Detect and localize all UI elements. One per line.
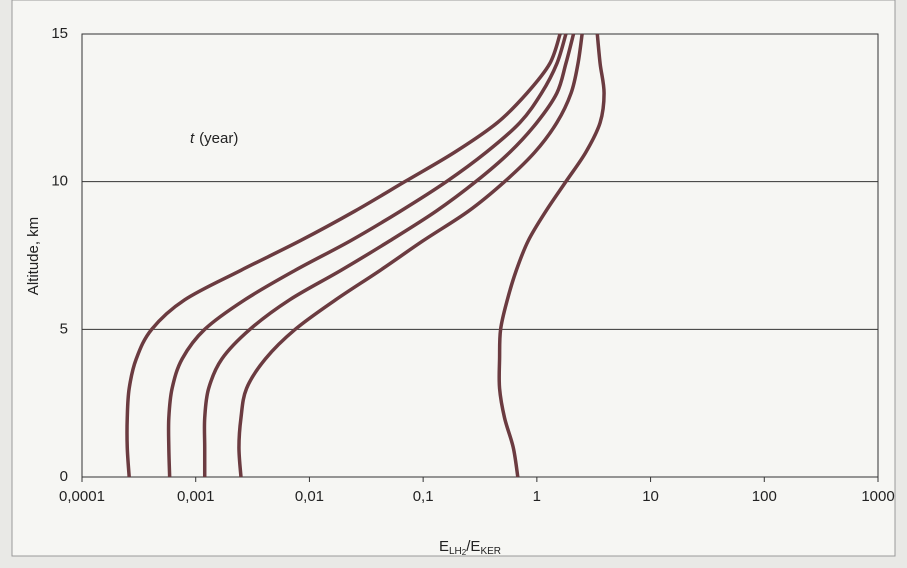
x-tick-label: 10 bbox=[642, 488, 659, 505]
annotation-var: t bbox=[190, 130, 195, 147]
x-label-part: KER bbox=[480, 546, 501, 557]
chart-frame bbox=[11, 0, 896, 557]
line bbox=[125, 33, 562, 478]
line bbox=[497, 33, 606, 478]
line bbox=[237, 33, 584, 478]
annotation: t (year) bbox=[190, 130, 238, 147]
y-tick-label: 0 bbox=[60, 468, 68, 485]
x-label-part: 2 bbox=[462, 548, 467, 557]
y-tick-label: 10 bbox=[51, 173, 68, 190]
y-tick-label: 15 bbox=[51, 25, 68, 42]
y-tick-label: 5 bbox=[60, 320, 68, 337]
line bbox=[202, 33, 576, 477]
x-axis-label: ELH2/EKER bbox=[439, 538, 501, 557]
x-tick-label: 1 bbox=[533, 488, 541, 505]
x-tick-label: 0,0001 bbox=[59, 488, 105, 505]
x-tick-label: 0,01 bbox=[295, 488, 324, 505]
y-axis-label: Altitude, km bbox=[25, 217, 42, 295]
x-tick-label: 100 bbox=[752, 488, 777, 505]
annotation-text: (year) bbox=[199, 130, 238, 147]
x-label-part: E bbox=[439, 538, 449, 555]
x-tick-label: 0,1 bbox=[413, 488, 434, 505]
x-tick-label: 1000 bbox=[861, 488, 894, 505]
line bbox=[166, 33, 568, 478]
x-label-part: /E bbox=[466, 538, 480, 555]
x-tick-label: 0,001 bbox=[177, 488, 215, 505]
x-label-part: LH bbox=[449, 546, 462, 557]
